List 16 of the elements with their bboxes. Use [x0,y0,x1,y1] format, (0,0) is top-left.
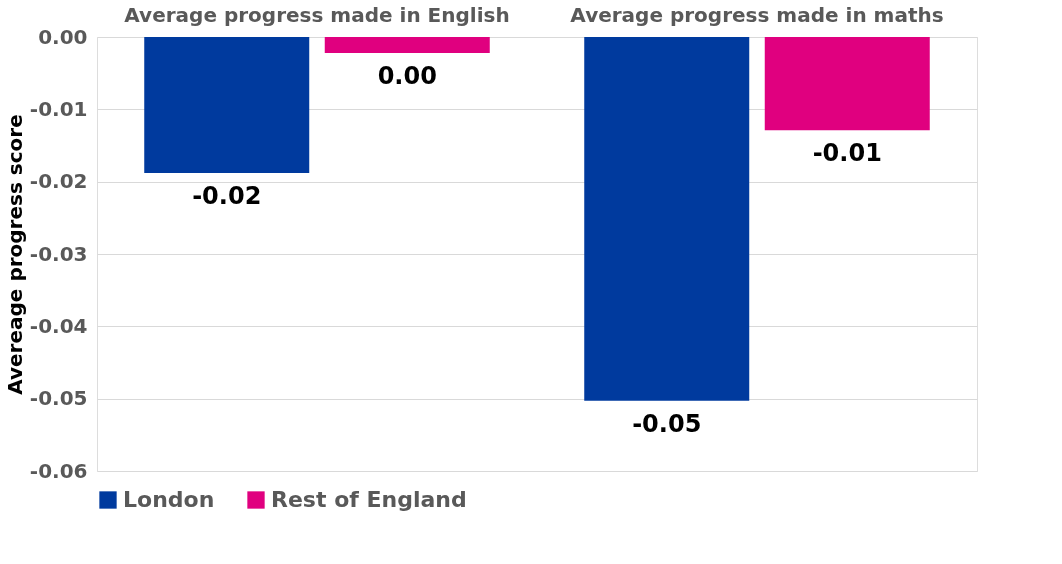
data-label: -0.02 [192,181,262,210]
data-label: 0.00 [377,61,437,90]
y-axis-title: Avereage progress score [2,114,27,395]
y-tick-label: -0.02 [29,169,88,194]
x-tick-label: Average progress made in English [124,2,510,27]
y-tick-label: -0.05 [29,386,88,411]
y-tick-label: -0.01 [29,96,88,121]
legend-label: London [123,487,215,512]
data-label: -0.01 [812,139,882,168]
x-tick-label: Average progress made in maths [570,2,944,27]
y-tick-label: -0.03 [29,241,88,266]
data-label: -0.05 [632,409,702,438]
y-tick-label: -0.04 [29,313,88,338]
y-tick-label: -0.06 [29,458,88,483]
y-tick-label: 0.00 [38,24,88,49]
legend-label: Rest of England [271,487,467,512]
